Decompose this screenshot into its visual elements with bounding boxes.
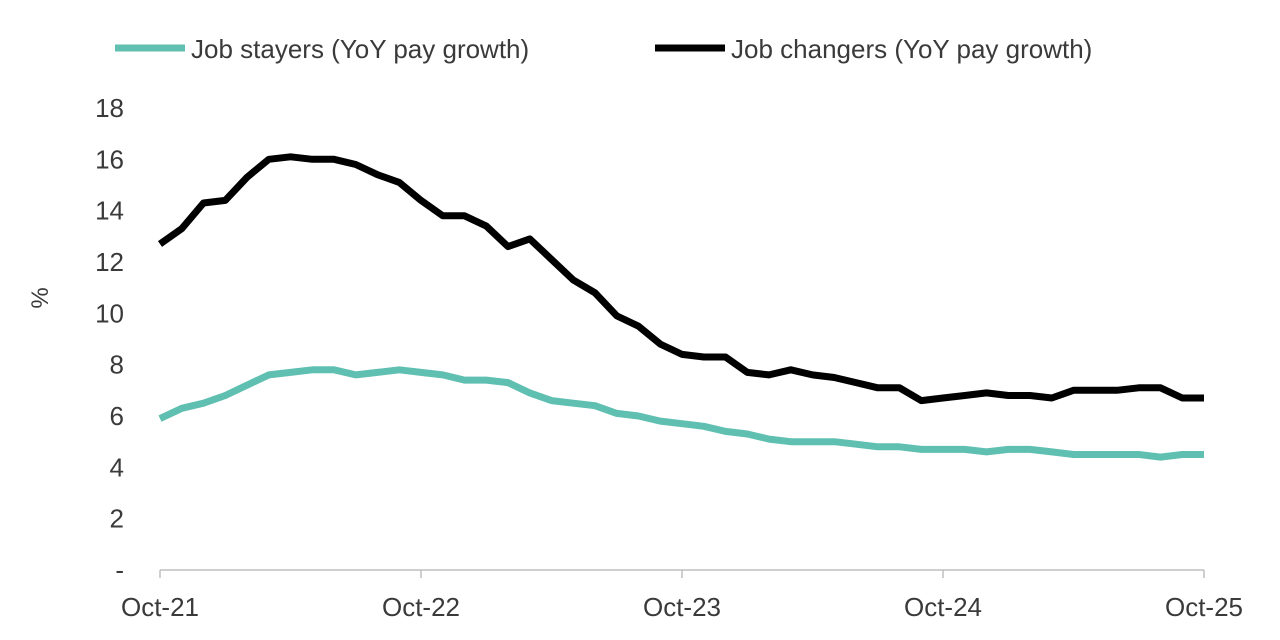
y-tick-label: 14 — [95, 196, 124, 226]
y-tick-label: 18 — [95, 93, 124, 123]
x-tick-label: Oct-21 — [121, 592, 199, 622]
y-tick-label: 6 — [110, 401, 124, 431]
y-tick-label: - — [115, 555, 124, 585]
y-axis: - 2 4 6 8 10 12 14 16 18 — [95, 93, 124, 585]
legend-label-job-changers: Job changers (YoY pay growth) — [731, 34, 1092, 64]
y-tick-label: 12 — [95, 247, 124, 277]
x-tick-label: Oct-25 — [1165, 592, 1243, 622]
y-tick-label: 2 — [110, 504, 124, 534]
y-axis-label: % — [27, 287, 54, 308]
x-axis: Oct-21 Oct-22 Oct-23 Oct-24 Oct-25 — [121, 569, 1243, 622]
plot-area — [157, 153, 1205, 461]
x-tick-label: Oct-22 — [382, 592, 460, 622]
x-tick-label: Oct-23 — [643, 592, 721, 622]
x-tick-label: Oct-24 — [904, 592, 982, 622]
y-tick-label: 16 — [95, 144, 124, 174]
y-tick-label: 10 — [95, 298, 124, 328]
legend: Job stayers (YoY pay growth) Job changer… — [115, 34, 1092, 64]
series-line-job-stayers — [158, 366, 1204, 461]
series-line-job-changers — [157, 153, 1204, 405]
legend-label-job-stayers: Job stayers (YoY pay growth) — [191, 34, 529, 64]
y-tick-label: 4 — [110, 452, 124, 482]
y-tick-label: 8 — [110, 350, 124, 380]
